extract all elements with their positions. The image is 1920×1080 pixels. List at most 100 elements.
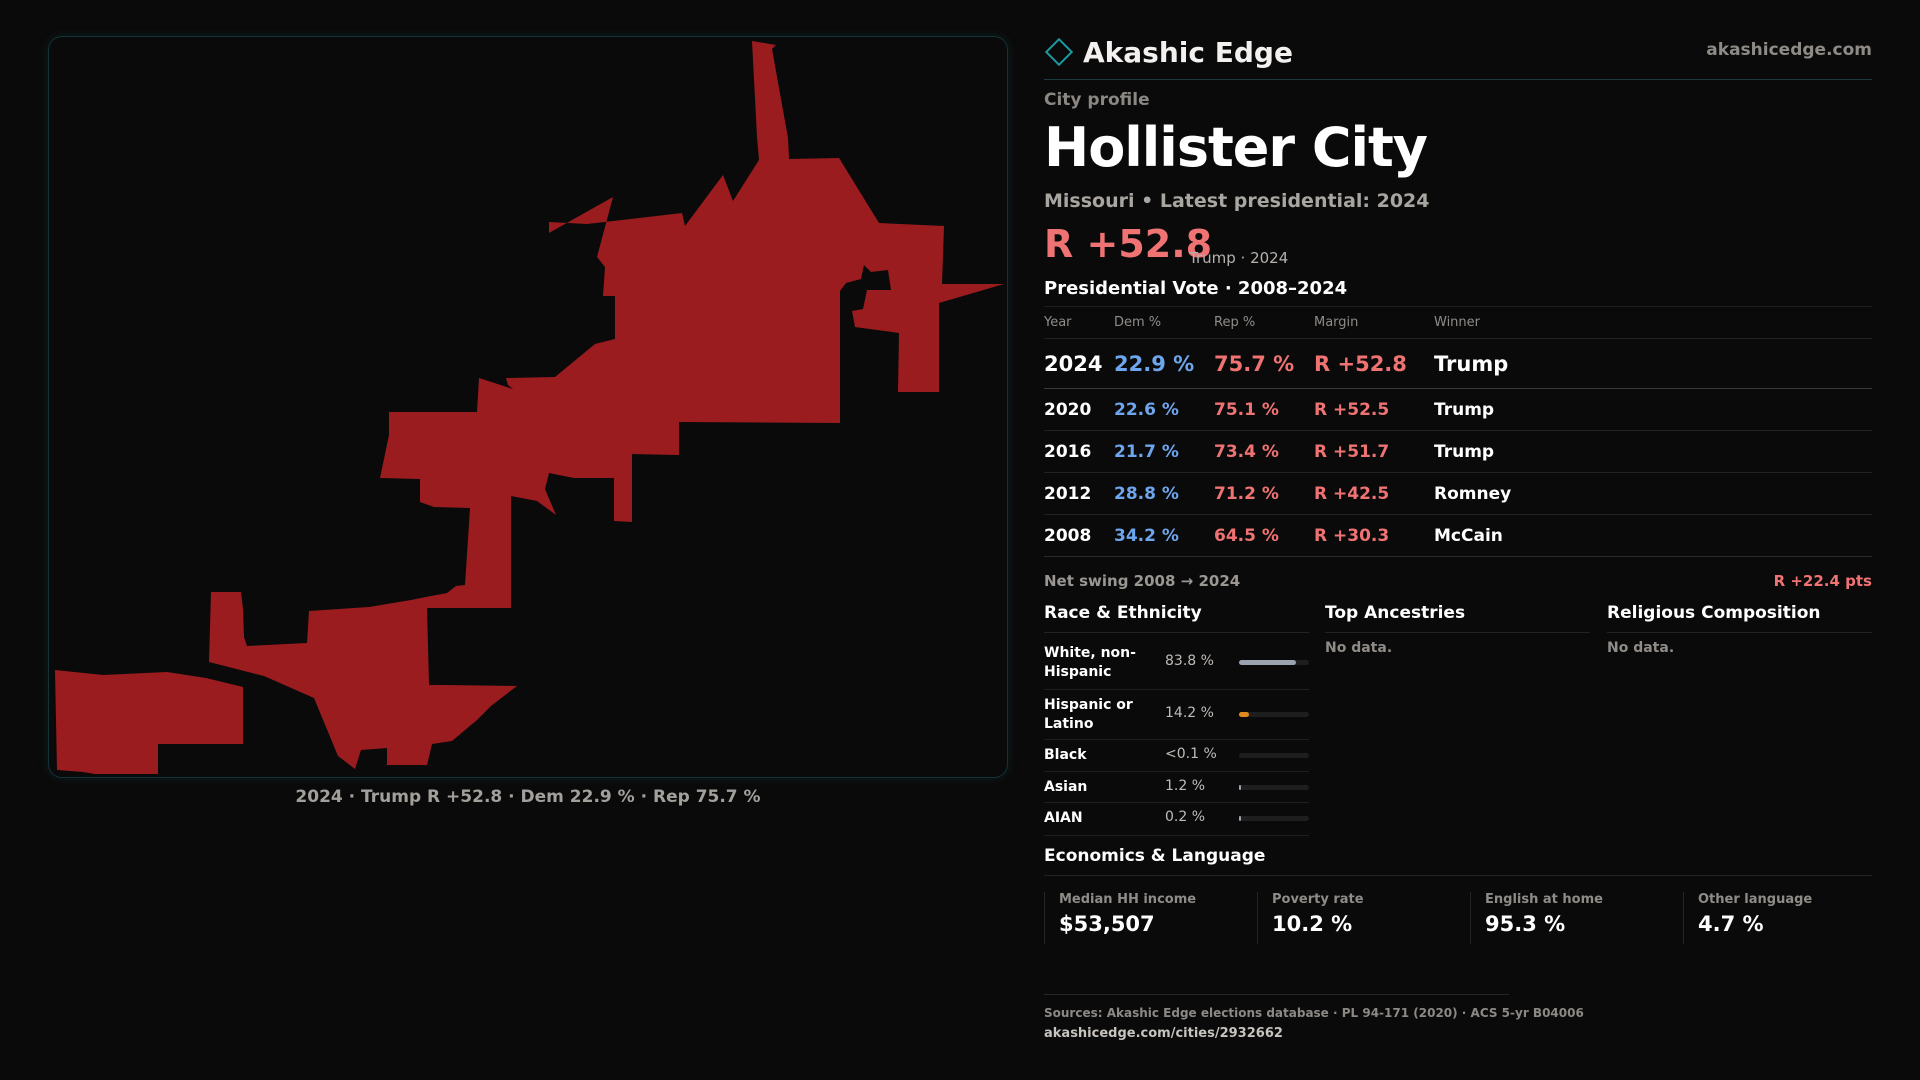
row-year: 2024: [1044, 351, 1103, 376]
latest-margin-note: Trump · 2024: [1189, 249, 1289, 267]
row-winner: McCain: [1434, 525, 1503, 546]
race-row: Hispanic or Latino 14.2 %: [1044, 690, 1309, 740]
footer-rule: [1044, 994, 1509, 995]
vote-table: Year Dem % Rep % Margin Winner 2024 22.9…: [1044, 306, 1872, 557]
row-winner: Trump: [1434, 399, 1495, 420]
page-subtitle: Missouri • Latest presidential: 2024: [1044, 190, 1430, 212]
latest-margin: R +52.8: [1044, 222, 1213, 266]
vote-table-header: Year Dem % Rep % Margin Winner: [1044, 306, 1872, 338]
stat-english-at-home: English at home 95.3 %: [1470, 892, 1675, 944]
ancestries-section-title: Top Ancestries: [1325, 603, 1466, 623]
row-dem: 28.8 %: [1114, 483, 1179, 504]
ancestries-section-rule: [1325, 632, 1590, 633]
city-boundary-shape: [55, 41, 1004, 774]
race-bar: [1239, 785, 1241, 790]
row-dem: 21.7 %: [1114, 441, 1179, 462]
race-bar: [1239, 660, 1296, 665]
footer-sources: Sources: Akashic Edge elections database…: [1044, 1006, 1584, 1020]
brand-diamond-icon: [1044, 37, 1074, 67]
row-dem: 22.6 %: [1114, 399, 1179, 420]
table-row: 2012 28.8 % 71.2 % R +42.5 Romney: [1044, 472, 1872, 514]
net-swing-label: Net swing 2008 → 2024: [1044, 572, 1241, 590]
race-label: AIAN: [1044, 810, 1083, 826]
race-row: Black <0.1 %: [1044, 740, 1309, 772]
row-rep: 73.4 %: [1214, 441, 1279, 462]
race-pct: 83.8 %: [1165, 653, 1214, 669]
city-boundary-map: [48, 36, 1008, 778]
row-margin: R +51.7: [1314, 441, 1390, 462]
row-winner: Romney: [1434, 483, 1512, 504]
row-rep: 64.5 %: [1214, 525, 1279, 546]
stat-label: Other language: [1698, 892, 1813, 907]
row-margin: R +52.8: [1314, 351, 1407, 376]
race-bar-track: [1239, 785, 1309, 790]
city-profile-panel: Akashic Edge akashicedge.com City profil…: [1044, 0, 1872, 1080]
row-winner: Trump: [1434, 441, 1495, 462]
page-title: Hollister City: [1044, 116, 1428, 179]
race-bar: [1239, 712, 1249, 717]
row-year: 2016: [1044, 441, 1092, 462]
brand-name: Akashic Edge: [1083, 35, 1293, 69]
stat-value: $53,507: [1059, 912, 1155, 936]
race-bar-track: [1239, 712, 1309, 717]
header-dem: Dem %: [1114, 315, 1162, 330]
religion-section-title: Religious Composition: [1607, 603, 1821, 623]
net-swing-value: R +22.4 pts: [1773, 572, 1872, 590]
table-row: 2016 21.7 % 73.4 % R +51.7 Trump: [1044, 430, 1872, 472]
race-label: Black: [1044, 747, 1087, 763]
page-kicker: City profile: [1044, 90, 1150, 110]
economics-section-rule: [1044, 875, 1872, 876]
table-row: 2024 22.9 % 75.7 % R +52.8 Trump: [1044, 338, 1872, 388]
row-rep: 75.1 %: [1214, 399, 1279, 420]
row-dem: 34.2 %: [1114, 525, 1179, 546]
race-pct: <0.1 %: [1165, 746, 1217, 762]
row-margin: R +52.5: [1314, 399, 1390, 420]
map-caption: 2024 · Trump R +52.8 · Dem 22.9 % · Rep …: [295, 787, 761, 807]
header-year: Year: [1044, 315, 1072, 330]
row-year: 2008: [1044, 525, 1092, 546]
race-bar-track: [1239, 816, 1309, 821]
race-label: Asian: [1044, 779, 1088, 795]
race-row: AIAN 0.2 %: [1044, 803, 1309, 836]
stat-label: Poverty rate: [1272, 892, 1364, 907]
row-margin: R +30.3: [1314, 525, 1390, 546]
race-label: White, non-Hispanic: [1044, 645, 1136, 680]
vote-table-title: Presidential Vote · 2008–2024: [1044, 278, 1348, 299]
stat-value: 10.2 %: [1272, 912, 1353, 936]
ancestries-empty: No data.: [1325, 640, 1393, 656]
stat-median-income: Median HH income $53,507: [1044, 892, 1249, 944]
race-row: Asian 1.2 %: [1044, 772, 1309, 803]
stat-label: English at home: [1485, 892, 1603, 907]
religion-section-rule: [1607, 632, 1872, 633]
race-section-title: Race & Ethnicity: [1044, 603, 1202, 623]
brand[interactable]: Akashic Edge: [1044, 32, 1293, 72]
race-bar: [1239, 816, 1241, 821]
header-rep: Rep %: [1214, 315, 1256, 330]
header-winner: Winner: [1434, 315, 1481, 330]
race-pct: 0.2 %: [1165, 809, 1206, 825]
table-row: 2020 22.6 % 75.1 % R +52.5 Trump: [1044, 388, 1872, 430]
race-label: Hispanic or Latino: [1044, 697, 1133, 732]
race-pct: 14.2 %: [1165, 705, 1214, 721]
vote-table-end-rule: [1044, 556, 1872, 557]
site-link[interactable]: akashicedge.com: [1706, 40, 1872, 60]
stat-value: 4.7 %: [1698, 912, 1764, 936]
header-margin: Margin: [1314, 315, 1359, 330]
row-winner: Trump: [1434, 351, 1509, 376]
footer-url[interactable]: akashicedge.com/cities/2932662: [1044, 1026, 1283, 1041]
row-margin: R +42.5: [1314, 483, 1390, 504]
race-section-rule: [1044, 632, 1309, 633]
stat-label: Median HH income: [1059, 892, 1197, 907]
race-bar-track: [1239, 660, 1309, 665]
race-row: White, non-Hispanic 83.8 %: [1044, 633, 1309, 690]
row-year: 2012: [1044, 483, 1092, 504]
row-dem: 22.9 %: [1114, 351, 1195, 376]
row-rep: 71.2 %: [1214, 483, 1279, 504]
header-divider: [1044, 79, 1872, 80]
race-pct: 1.2 %: [1165, 778, 1206, 794]
race-bar-track: [1239, 753, 1309, 758]
stat-poverty-rate: Poverty rate 10.2 %: [1257, 892, 1462, 944]
table-row: 2008 34.2 % 64.5 % R +30.3 McCain: [1044, 514, 1872, 556]
religion-empty: No data.: [1607, 640, 1675, 656]
economics-section-title: Economics & Language: [1044, 846, 1266, 866]
